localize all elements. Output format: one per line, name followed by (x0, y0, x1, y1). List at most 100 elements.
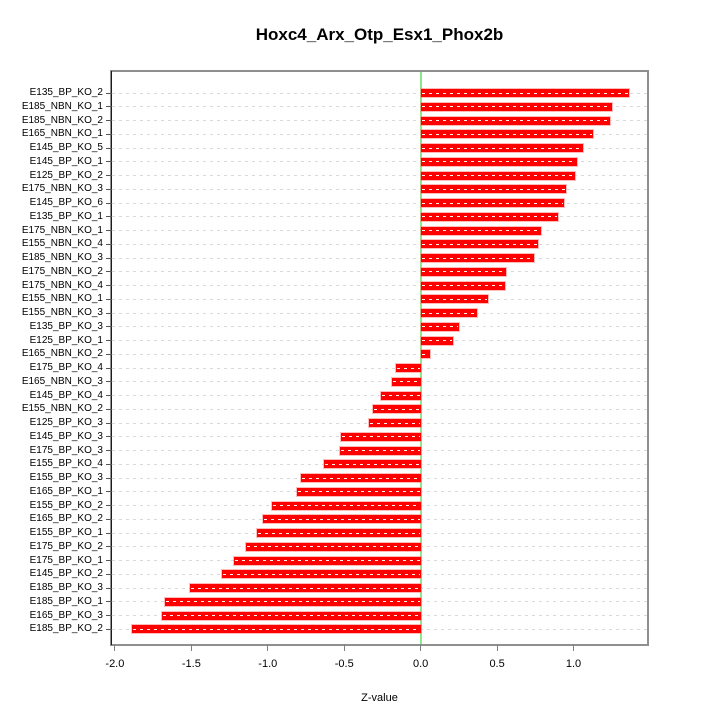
bar (420, 116, 611, 125)
y-tick (106, 147, 112, 149)
y-tick-label: E145_BP_KO_4 (29, 389, 103, 401)
bar (420, 130, 594, 139)
bar (420, 336, 453, 345)
gridline (112, 133, 647, 135)
bar (131, 625, 421, 634)
x-tick (343, 644, 345, 651)
y-tick-label: E175_BP_KO_4 (29, 362, 103, 373)
bar (420, 309, 478, 317)
y-tick (106, 422, 112, 424)
y-tick-label: E165_NBN_KO_3 (21, 375, 103, 387)
bar (257, 529, 421, 537)
bar (420, 212, 559, 221)
gridline (112, 92, 647, 94)
bar-center-dash (342, 436, 420, 438)
bar-center-dash (222, 573, 420, 575)
bar (234, 556, 421, 565)
bar (420, 89, 629, 97)
bar (420, 322, 459, 331)
bar (420, 144, 583, 152)
y-tick (106, 353, 112, 355)
y-tick-label: E165_BP_KO_2 (29, 513, 103, 525)
bar-center-dash (421, 92, 628, 94)
bar-center-dash (302, 477, 420, 479)
bar (165, 597, 421, 606)
y-tick (106, 106, 112, 108)
y-tick (106, 381, 112, 383)
y-tick-label: E175_NBN_KO_4 (21, 279, 103, 291)
gridline (112, 230, 647, 231)
gridline (112, 243, 647, 245)
bar (272, 501, 421, 510)
y-tick (106, 326, 112, 328)
gridline (112, 106, 647, 108)
bar (420, 295, 488, 304)
y-tick (106, 216, 112, 218)
bar-center-dash (166, 601, 420, 603)
y-tick (106, 271, 112, 273)
y-tick (106, 243, 112, 245)
y-tick-label: E165_BP_KO_1 (29, 485, 103, 497)
bar-center-dash (397, 367, 420, 369)
bar-center-dash (421, 175, 575, 176)
y-tick-label: E145_BP_KO_2 (29, 568, 103, 580)
bar-center-dash (421, 133, 593, 135)
x-tick-label: 0.0 (413, 658, 429, 670)
bar-center-dash (421, 340, 452, 341)
bar-center-dash (421, 147, 582, 149)
bar (420, 350, 430, 359)
bar (189, 584, 421, 592)
gridline (112, 120, 647, 121)
y-tick-label: E165_NBN_KO_2 (21, 348, 103, 360)
y-tick-label: E175_NBN_KO_2 (21, 265, 103, 277)
bar-center-dash (190, 587, 420, 589)
y-tick (106, 202, 112, 204)
y-tick (106, 257, 112, 259)
y-tick-label: E155_BP_KO_4 (29, 458, 103, 470)
y-tick-label: E185_NBN_KO_1 (21, 100, 103, 112)
gridline (112, 353, 647, 355)
y-tick (106, 133, 112, 135)
bar-center-dash (421, 216, 558, 218)
y-tick-label: E185_NBN_KO_2 (21, 114, 103, 126)
y-tick (106, 505, 112, 506)
y-tick-label: E165_NBN_KO_1 (21, 128, 103, 140)
bar-center-dash (421, 257, 533, 259)
y-tick (106, 615, 112, 616)
bar-center-dash (421, 106, 611, 108)
y-tick (106, 92, 112, 94)
gridline (112, 216, 647, 218)
y-tick-label: E185_NBN_KO_3 (21, 252, 103, 263)
y-tick (106, 312, 112, 314)
y-tick-label: E175_NBN_KO_3 (21, 183, 103, 195)
bar (420, 102, 612, 111)
y-tick-label: E155_BP_KO_3 (29, 472, 103, 483)
x-tick (190, 644, 192, 651)
bar-center-dash (235, 560, 420, 561)
bar (341, 432, 421, 441)
y-tick (106, 367, 112, 369)
bar (420, 254, 534, 262)
y-tick (106, 395, 112, 396)
y-tick-label: E125_BP_KO_2 (29, 169, 103, 181)
chart-title: Hoxc4_Arx_Otp_Esx1_Phox2b (255, 25, 504, 44)
bar-center-dash (258, 532, 420, 534)
y-tick (106, 340, 112, 341)
y-tick (106, 408, 112, 410)
gridline (112, 161, 647, 163)
gridline (112, 298, 647, 300)
x-tick-label: -2.0 (105, 658, 125, 670)
bar (301, 474, 421, 482)
y-tick (106, 532, 112, 534)
bar (396, 364, 421, 372)
gridline (112, 175, 647, 176)
x-tick-label: 0.5 (489, 658, 505, 670)
y-tick (106, 560, 112, 561)
gridline (112, 381, 647, 383)
bar-center-dash (421, 353, 429, 355)
y-tick (106, 450, 112, 451)
bar-center-dash (374, 408, 420, 410)
bar (263, 515, 421, 524)
bar (296, 487, 421, 496)
y-tick (106, 285, 112, 286)
